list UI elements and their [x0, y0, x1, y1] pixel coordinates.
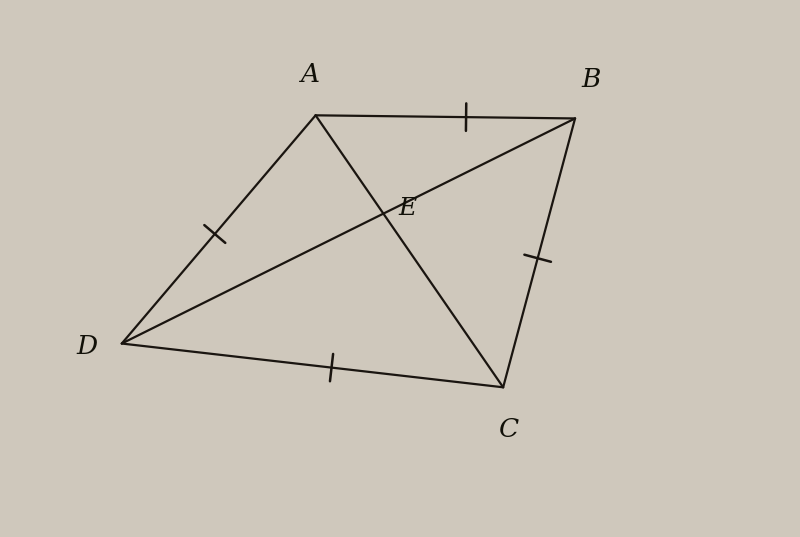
- Text: A: A: [300, 62, 319, 87]
- Text: D: D: [77, 334, 98, 359]
- Text: C: C: [499, 417, 519, 442]
- Text: E: E: [398, 197, 416, 220]
- Text: B: B: [581, 67, 600, 92]
